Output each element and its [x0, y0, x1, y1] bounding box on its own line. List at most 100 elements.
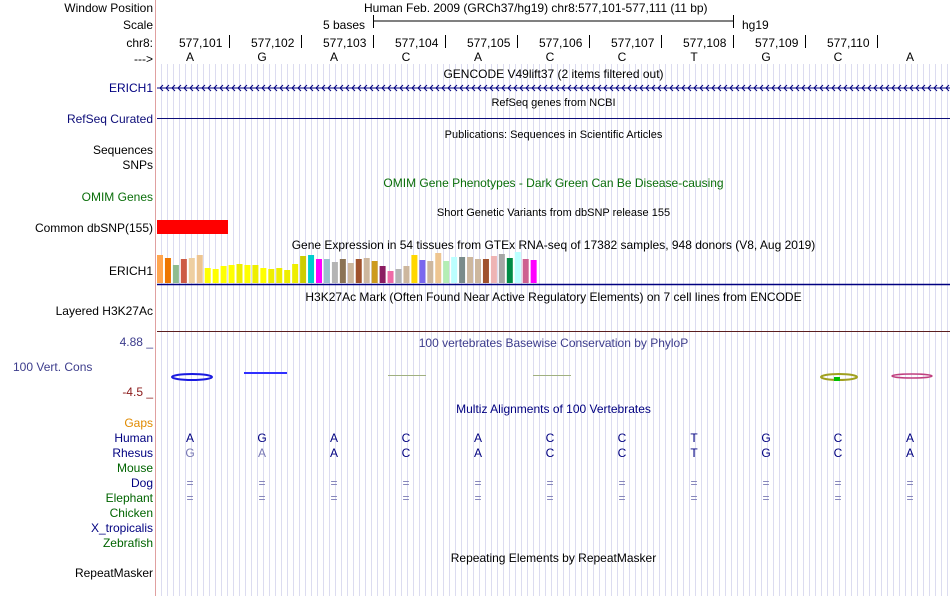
rmsk-track-label[interactable]: RepeatMasker	[74, 566, 153, 580]
gtex-bar	[371, 261, 378, 283]
gtex-bar	[284, 270, 291, 283]
coord-label: 577,107	[611, 36, 655, 50]
gencode-track-title: GENCODE V49lift37 (2 items filtered out)	[443, 67, 664, 81]
species-label[interactable]: Zebrafish	[102, 536, 153, 550]
dbsnp-track-label[interactable]: Common dbSNP(155)	[34, 221, 153, 235]
coord-label: 577,104	[395, 36, 439, 50]
refseq-track-title: RefSeq genes from NCBI	[491, 97, 616, 109]
h3k27ac-track-label[interactable]: Layered H3K27Ac	[55, 304, 153, 318]
gtex-bar	[212, 269, 219, 283]
alignment-base: A	[185, 431, 194, 445]
gtex-bar	[475, 259, 481, 283]
alignment-base: A	[905, 446, 914, 460]
dbsnp-track-title: Short Genetic Variants from dbSNP releas…	[436, 207, 671, 219]
alignment-base: =	[834, 491, 842, 505]
alignment-base: C	[617, 446, 627, 460]
base-letter: C	[833, 50, 843, 64]
alignment-base: A	[257, 446, 266, 460]
alignment-base: T	[690, 431, 698, 445]
coord-label: 577,106	[539, 36, 583, 50]
refseq-track-label[interactable]: RefSeq Curated	[66, 112, 153, 126]
gtex-bar	[530, 260, 537, 283]
gtex-bar	[244, 265, 251, 283]
snps-track-label[interactable]: SNPs	[122, 158, 153, 172]
alignment-base: C	[833, 446, 843, 460]
gtex-bar	[347, 263, 354, 283]
species-label[interactable]: Chicken	[109, 506, 153, 520]
gtex-track-label[interactable]: ERICH1	[108, 264, 153, 278]
gtex-track-title: Gene Expression in 54 tissues from GTEx …	[291, 238, 816, 252]
gtex-bar	[506, 258, 513, 283]
gtex-bar	[196, 255, 203, 283]
gtex-bar	[459, 257, 466, 283]
gtex-bar	[188, 258, 195, 283]
alignment-base: A	[473, 446, 482, 460]
gtex-bar	[411, 255, 418, 283]
coord-label: 577,105	[467, 36, 511, 50]
alignment-base: =	[762, 476, 770, 490]
alignment-base: =	[402, 491, 410, 505]
gtex-bar	[339, 259, 346, 283]
base-letter: C	[545, 50, 555, 64]
alignment-base: C	[401, 446, 411, 460]
species-label[interactable]: X_tropicalis	[90, 521, 153, 535]
dbsnp-variant-block	[157, 220, 228, 234]
gtex-bar	[482, 259, 489, 283]
species-label[interactable]: Mouse	[116, 461, 153, 475]
base-letter: T	[690, 50, 698, 64]
scale-text: 5 bases	[323, 18, 366, 32]
gtex-bar	[172, 265, 179, 283]
species-label[interactable]: Human	[114, 431, 153, 445]
alignment-base: =	[834, 476, 842, 490]
alignment-base: =	[906, 491, 914, 505]
alignment-base: =	[546, 476, 554, 490]
alignment-base: =	[690, 476, 698, 490]
alignment-base: =	[762, 491, 770, 505]
window-position-label: Window Position	[64, 1, 153, 15]
omim-track-title: OMIM Gene Phenotypes - Dark Green Can Be…	[383, 176, 724, 190]
alignment-base: =	[186, 491, 194, 505]
gtex-bar	[252, 265, 259, 283]
coord-label: 577,102	[251, 36, 295, 50]
alignment-base: =	[258, 491, 266, 505]
phylop-track-label[interactable]: 100 Vert. Cons	[13, 360, 93, 374]
alignment-base: G	[257, 431, 267, 445]
gtex-bar	[355, 259, 362, 283]
gtex-bar	[164, 258, 171, 283]
assembly-label: hg19	[742, 18, 769, 32]
multiz-track-title: Multiz Alignments of 100 Vertebrates	[456, 402, 651, 416]
gtex-bar	[451, 257, 458, 283]
alignment-base: T	[690, 446, 698, 460]
alignment-base: A	[473, 431, 482, 445]
gtex-bar	[387, 271, 394, 283]
h3k27ac-track-title: H3K27Ac Mark (Often Found Near Active Re…	[305, 290, 802, 304]
scale-label: Scale	[122, 18, 153, 32]
gaps-label[interactable]: Gaps	[124, 416, 153, 430]
omim-track-label[interactable]: OMIM Genes	[81, 190, 153, 204]
alignment-base: =	[402, 476, 410, 490]
gtex-bar	[443, 261, 450, 283]
gtex-bar	[522, 259, 529, 283]
gtex-bar	[180, 259, 187, 283]
chromosome-label: chr8:	[126, 36, 153, 50]
gtex-bar	[276, 268, 283, 283]
pubs-track-label[interactable]: Sequences	[92, 143, 153, 157]
rmsk-track-title: Repeating Elements by RepeatMasker	[450, 551, 657, 565]
gtex-bar	[427, 261, 434, 283]
gtex-bar	[268, 269, 275, 283]
alignment-base: =	[186, 476, 194, 490]
alignment-base: =	[330, 476, 338, 490]
strand-label: --->	[134, 52, 153, 66]
species-label[interactable]: Dog	[130, 476, 153, 490]
gencode-track-label[interactable]: ERICH1	[108, 81, 153, 95]
gtex-bar	[331, 262, 338, 283]
window-title: Human Feb. 2009 (GRCh37/hg19) chr8:577,1…	[364, 1, 708, 15]
species-label[interactable]: Rhesus	[112, 446, 153, 460]
alignment-base: G	[761, 446, 771, 460]
gtex-bar	[467, 257, 474, 283]
base-letter: C	[401, 50, 411, 64]
species-label[interactable]: Elephant	[105, 491, 153, 505]
gtex-bar	[316, 259, 322, 283]
gtex-bar	[260, 268, 267, 283]
